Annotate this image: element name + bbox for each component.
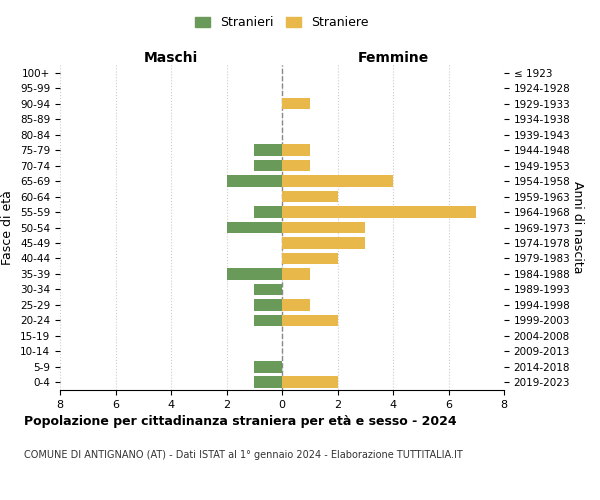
Bar [282,268,310,280]
Y-axis label: Anni di nascita: Anni di nascita [571,181,584,274]
Text: COMUNE DI ANTIGNANO (AT) - Dati ISTAT al 1° gennaio 2024 - Elaborazione TUTTITAL: COMUNE DI ANTIGNANO (AT) - Dati ISTAT al… [24,450,463,460]
Y-axis label: Fasce di età: Fasce di età [1,190,14,265]
Bar [282,314,337,326]
Bar [282,176,393,187]
Bar [254,284,282,295]
Bar [282,144,310,156]
Bar [254,144,282,156]
Bar [282,299,310,310]
Bar [254,299,282,310]
Bar [282,252,337,264]
Bar [282,98,310,110]
Bar [282,206,476,218]
Bar [282,190,337,202]
Bar [254,361,282,372]
Text: Maschi: Maschi [144,51,198,65]
Bar [227,176,282,187]
Bar [227,268,282,280]
Bar [254,376,282,388]
Bar [227,222,282,234]
Bar [282,222,365,234]
Bar [254,314,282,326]
Bar [254,206,282,218]
Bar [282,237,365,249]
Bar [282,376,337,388]
Bar [282,160,310,172]
Legend: Stranieri, Straniere: Stranieri, Straniere [190,11,374,34]
Text: Popolazione per cittadinanza straniera per età e sesso - 2024: Popolazione per cittadinanza straniera p… [24,415,457,428]
Bar [254,160,282,172]
Text: Femmine: Femmine [358,51,428,65]
